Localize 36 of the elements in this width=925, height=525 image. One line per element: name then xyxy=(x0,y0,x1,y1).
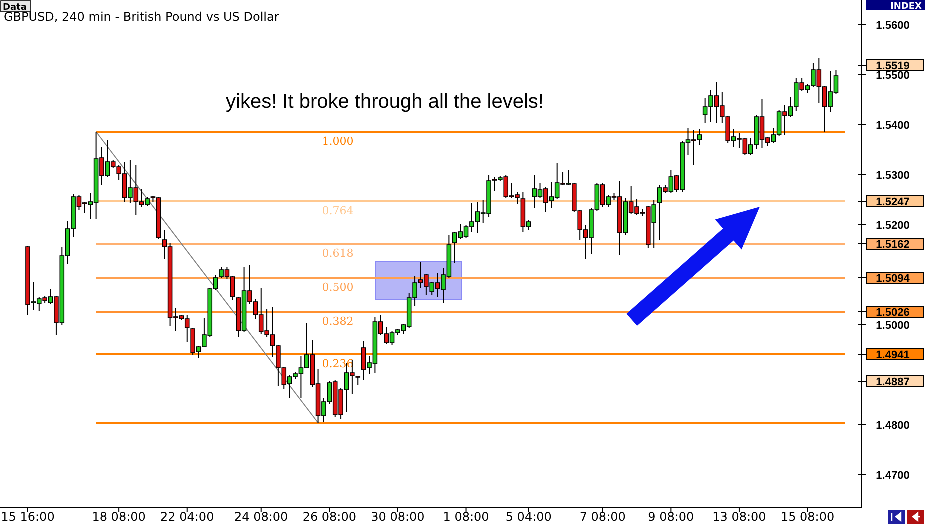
annotation: 0.382 xyxy=(322,315,354,328)
y-tick-label: 1.4700 xyxy=(876,470,910,482)
y-tick-label: 1.5300 xyxy=(876,170,910,182)
text: INDEX xyxy=(890,2,922,12)
y-tick-label: 1.5094 xyxy=(876,273,911,285)
x-tick-label: 15 08:00 xyxy=(780,510,835,524)
y-tick-label: 1.5400 xyxy=(876,120,910,132)
y-tick-label: 1.5500 xyxy=(876,70,910,82)
x-tick-label: 18 08:00 xyxy=(92,510,146,524)
annotation: 0.764 xyxy=(322,204,354,218)
y-tick-label: 1.4800 xyxy=(876,420,910,432)
x-tick-label: 26 08:00 xyxy=(302,510,356,524)
x-tick-label: 13 08:00 xyxy=(712,510,766,524)
text: GBPUSD, 240 min - British Pound vs US Dollar xyxy=(4,10,280,24)
annotation: Data xyxy=(3,3,27,13)
y-tick-label: 1.5600 xyxy=(876,20,910,32)
y-tick-label: 1.5519 xyxy=(876,60,910,72)
annotation: yikes! It broke through all the levels! xyxy=(226,91,544,113)
x-tick-label: 15 16:00 xyxy=(1,510,55,524)
annotation: 1.000 xyxy=(322,135,354,148)
annotation: 0.500 xyxy=(322,281,354,294)
annotation: 0.618 xyxy=(322,247,354,260)
x-tick-label: 1 08:00 xyxy=(443,510,490,524)
y-tick-label: 1.4887 xyxy=(876,376,910,388)
x-tick-label: 30 08:00 xyxy=(371,510,425,524)
x-tick-label: 5 04:00 xyxy=(506,510,552,524)
x-tick-label: 24 08:00 xyxy=(234,510,288,524)
x-tick-label: 7 08:00 xyxy=(580,510,626,524)
y-tick-label: 1.4941 xyxy=(876,350,910,362)
y-tick-label: 1.5200 xyxy=(876,220,910,232)
y-tick-label: 1.5247 xyxy=(876,196,910,208)
y-tick-label: 1.5026 xyxy=(876,307,910,319)
y-tick-label: 1.5000 xyxy=(876,320,910,332)
y-tick-label: 1.5162 xyxy=(876,239,910,251)
x-tick-label: 9 08:00 xyxy=(648,510,694,524)
x-tick-label: 22 04:00 xyxy=(160,510,214,524)
